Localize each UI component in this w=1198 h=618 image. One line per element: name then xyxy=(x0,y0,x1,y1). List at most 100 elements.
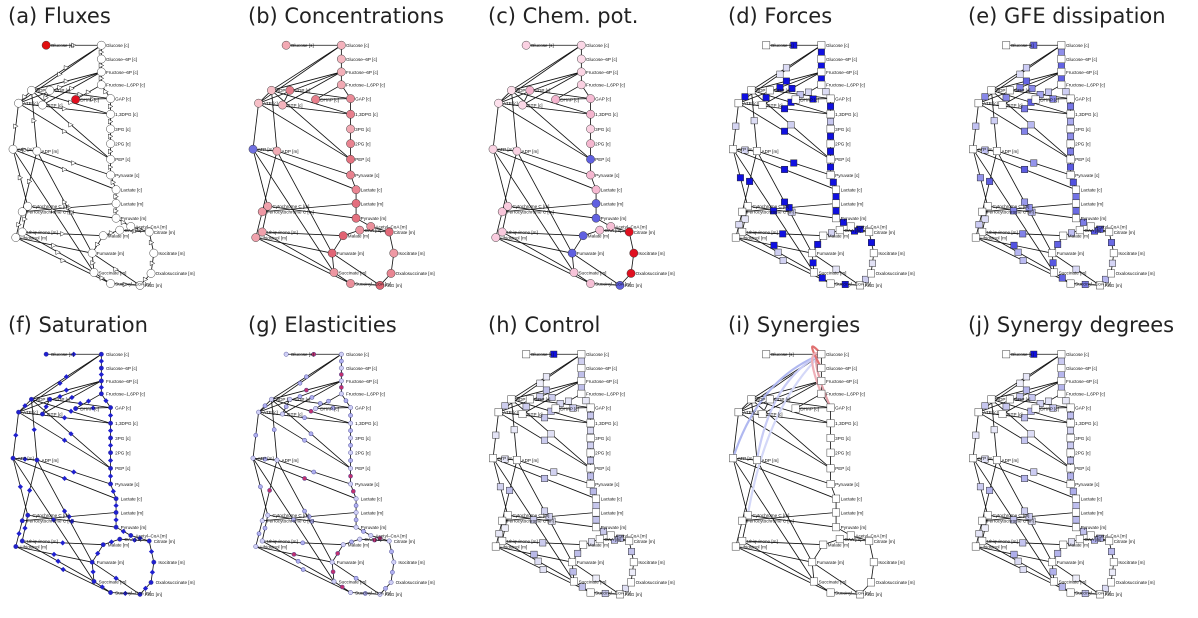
metabolite-node xyxy=(817,389,826,398)
metabolite-label: Isocitrate [m] xyxy=(638,251,664,256)
metabolite-label: Malate [m] xyxy=(1068,543,1089,548)
panel-f: (f) Saturation Glucose [s] Glucose [c] Gluc… xyxy=(0,309,240,618)
metabolite-node xyxy=(11,233,21,242)
reaction-marker xyxy=(326,398,331,404)
reaction-marker xyxy=(1021,165,1029,173)
reaction-marker xyxy=(622,584,629,592)
metabolite-label: 2PG [c] xyxy=(835,142,850,147)
metabolite-node xyxy=(151,559,157,565)
nodes: Glucose [s] Glucose [c] Glucose–6P [c] Fruc… xyxy=(488,40,675,290)
metabolite-label: Citrate [m] xyxy=(394,230,415,235)
reaction-edges xyxy=(972,353,1115,595)
metabolite-label: Citrate [m] xyxy=(634,230,655,235)
metabolite-label: Succinyl–CoA [m] xyxy=(1075,281,1111,286)
reaction-marker xyxy=(377,535,383,541)
metabolite-label: Isocitrate [m] xyxy=(878,560,904,565)
metabolite-node xyxy=(17,227,27,237)
metabolite-label: Malate [m] xyxy=(1068,234,1089,239)
metabolite-node xyxy=(606,531,615,540)
metabolite-node xyxy=(586,464,595,473)
metabolite-node xyxy=(971,542,980,551)
metabolite-node xyxy=(1096,590,1104,599)
metabolite-node xyxy=(274,457,280,463)
reaction-edge xyxy=(359,229,390,233)
metabolite-label: Lactate [m] xyxy=(1081,201,1104,206)
reaction-marker xyxy=(981,215,989,223)
metabolite-label: GTP [c] xyxy=(767,103,783,108)
metabolite-node xyxy=(73,406,78,411)
metabolite-label: Pyruvate [m] xyxy=(361,525,387,530)
metabolite-label: Ubiquinol [m] xyxy=(980,235,1007,240)
metabolite-label: Glucose–6P [c] xyxy=(826,57,857,62)
metabolite-label: Fumarate [m] xyxy=(337,560,364,565)
reaction-marker xyxy=(262,403,268,409)
panel-title: (f) Saturation xyxy=(8,313,148,337)
reaction-marker xyxy=(1069,487,1077,495)
metabolite-node xyxy=(579,540,588,549)
metabolite-label: ATP [c] xyxy=(743,101,758,106)
metabolite-label: PEP [c] xyxy=(595,157,610,162)
metabolite-node xyxy=(586,94,595,103)
reaction-edge xyxy=(590,283,621,286)
reaction-edge xyxy=(252,149,269,207)
reaction-marker xyxy=(1021,198,1029,206)
metabolite-label: OAA [m] xyxy=(844,537,861,542)
reaction-marker xyxy=(868,259,876,267)
reaction-edge xyxy=(511,90,518,152)
metabolite-label: Glucose [s] xyxy=(51,43,74,48)
reaction-edge xyxy=(501,150,518,212)
metabolite-label: Lactate [c] xyxy=(1081,188,1102,193)
metabolite-label: 1,3DPG [c] xyxy=(595,112,617,117)
reaction-marker xyxy=(107,412,114,419)
metabolite-node xyxy=(731,542,740,551)
reaction-marker xyxy=(1010,516,1017,524)
reaction-edge xyxy=(511,89,591,115)
metabolite-label: Glucose [s] xyxy=(51,352,74,357)
reaction-marker xyxy=(796,91,804,98)
panel-title: (e) GFE dissipation xyxy=(968,4,1166,28)
reaction-marker xyxy=(1019,257,1027,264)
reaction-marker xyxy=(981,93,989,101)
metabolite-node xyxy=(1072,508,1080,517)
metabolite-node xyxy=(1086,222,1095,231)
reaction-marker xyxy=(522,403,530,411)
metabolite-label: GTP [c] xyxy=(1007,103,1023,108)
reaction-marker xyxy=(588,538,595,546)
nodes: Glucose [s] Glucose [c] Glucose–6P [c] Fruc… xyxy=(489,350,675,599)
metabolite-label: Acetyl–CoA [m] xyxy=(375,533,406,538)
metabolite-node xyxy=(1105,228,1114,236)
metabolite-node xyxy=(137,591,143,597)
metabolite-label: Fructose–1,6PP [c] xyxy=(1066,392,1105,397)
metabolite-node xyxy=(826,588,835,597)
reaction-marker xyxy=(1067,163,1075,171)
metabolite-label: Pyruvate [c] xyxy=(1075,482,1099,487)
flux-arrow xyxy=(98,75,105,82)
metabolite-label: Glucose [s] xyxy=(291,352,314,357)
metabolite-label: ADP [m] xyxy=(522,458,539,463)
reaction-edge xyxy=(276,150,333,254)
reaction-edge xyxy=(502,231,575,273)
metabolite-node xyxy=(1066,125,1075,133)
metabolite-label: Cytochrome C [m] xyxy=(32,204,69,209)
reaction-marker xyxy=(1057,48,1065,56)
reaction-marker xyxy=(539,539,547,547)
metabolite-node xyxy=(969,145,977,154)
reaction-marker xyxy=(291,517,296,523)
metabolite-label: Isocitrate [m] xyxy=(638,560,664,565)
reaction-marker xyxy=(335,551,340,556)
reaction-edge xyxy=(571,252,621,286)
reaction-marker xyxy=(1072,207,1080,215)
metabolite-label: OAA [m] xyxy=(364,537,381,542)
metabolite-node xyxy=(1072,494,1080,503)
metabolite-label: Succinyl–CoA [m] xyxy=(1075,590,1111,595)
reaction-marker xyxy=(1016,84,1024,92)
metabolite-label: Acetyl–CoA [m] xyxy=(855,224,886,229)
reaction-marker xyxy=(587,472,595,480)
metabolite-label: ADP [c] xyxy=(36,88,52,93)
metabolite-label: Succinyl–CoA [m] xyxy=(835,590,871,595)
reaction-marker xyxy=(587,441,595,449)
metabolite-label: Pyruvate [c] xyxy=(595,482,619,487)
reaction-edge xyxy=(271,44,342,91)
metabolite-node xyxy=(115,225,125,235)
reaction-edge xyxy=(261,150,278,212)
